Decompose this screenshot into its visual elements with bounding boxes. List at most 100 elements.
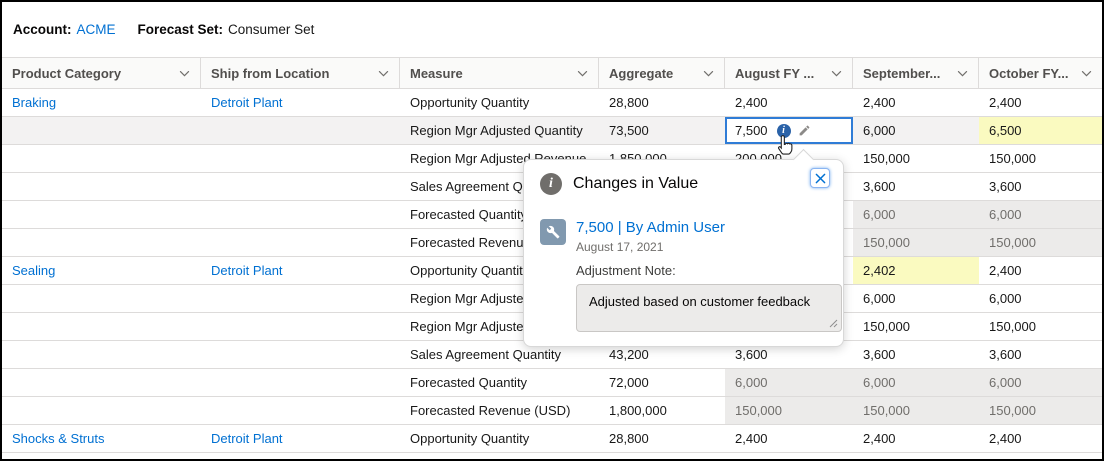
value-cell[interactable]: 3,600 xyxy=(725,341,853,368)
product-category-cell xyxy=(2,397,201,424)
account-link[interactable]: ACME xyxy=(76,22,116,37)
cell-value: 150,000 xyxy=(989,403,1036,418)
value-cell[interactable]: 6,000 xyxy=(853,201,979,228)
close-icon[interactable] xyxy=(810,168,830,188)
product-category-cell[interactable]: Sealing xyxy=(2,257,201,284)
product-category-cell[interactable]: Braking xyxy=(2,89,201,116)
value-cell[interactable]: 6,000 xyxy=(725,369,853,396)
ship-from-location-link[interactable]: Detroit Plant xyxy=(211,263,283,278)
value-cell[interactable]: 2,400 xyxy=(725,425,853,452)
measure-cell: Sales Agreement Quantity xyxy=(400,341,599,368)
column-header-aggregate[interactable]: Aggregate xyxy=(599,58,725,88)
value-cell[interactable]: 1,800,000 xyxy=(599,397,725,424)
cell-value: 3,600 xyxy=(989,179,1022,194)
ship-from-location-cell[interactable]: Detroit Plant xyxy=(201,425,400,452)
product-category-link[interactable]: Shocks & Struts xyxy=(12,431,105,446)
column-header-ship-from-location[interactable]: Ship from Location xyxy=(201,58,400,88)
cell-value: 3,600 xyxy=(989,347,1022,362)
ship-from-location-cell xyxy=(201,285,400,312)
column-header-august[interactable]: August FY ... xyxy=(725,58,853,88)
column-header-october[interactable]: October FY... xyxy=(979,58,1102,88)
value-cell[interactable]: 2,400 xyxy=(725,89,853,116)
product-category-cell[interactable]: Shocks & Struts xyxy=(2,425,201,452)
value-cell[interactable]: 2,400 xyxy=(853,425,979,452)
product-category-link[interactable]: Braking xyxy=(12,95,57,110)
account-label: Account: xyxy=(13,22,72,37)
value-cell[interactable]: 2,400 xyxy=(979,257,1102,284)
edit-pencil-icon[interactable] xyxy=(798,124,811,137)
value-cell[interactable]: 150,000 xyxy=(979,145,1102,172)
measure-cell: Region Mgr Adjusted Quantity xyxy=(400,117,599,144)
value-cell[interactable]: 3,600 xyxy=(853,173,979,200)
cell-value: 2,402 xyxy=(863,263,896,278)
value-cell[interactable]: 6,000 xyxy=(853,117,979,144)
value-cell[interactable]: 6,000 xyxy=(853,285,979,312)
column-header-label: August FY ... xyxy=(735,65,815,81)
value-cell[interactable]: 3,600 xyxy=(853,341,979,368)
value-cell[interactable]: 150,000 xyxy=(979,229,1102,256)
value-cell[interactable]: 6,000 xyxy=(979,369,1102,396)
measure-cell: Opportunity Quantity xyxy=(400,89,599,116)
measure-label: Sales Agreement Quantity xyxy=(410,347,562,362)
table-row: Shocks & Struts Detroit Plant Opportunity … xyxy=(2,425,1102,453)
value-cell[interactable]: 150,000 xyxy=(979,313,1102,340)
product-category-link[interactable]: Sealing xyxy=(12,263,56,278)
adjustment-entry-link[interactable]: 7,500 | By Admin User xyxy=(576,219,725,236)
value-cell[interactable]: 6,500 xyxy=(979,117,1102,144)
ship-from-location-cell xyxy=(201,201,400,228)
cell-value: 73,500 xyxy=(609,123,649,138)
focused-adjusted-cell[interactable]: 7,500 i xyxy=(725,117,853,144)
adjustment-date: August 17, 2021 xyxy=(576,240,664,254)
value-cell[interactable]: 2,400 xyxy=(979,425,1102,452)
context-bar: Account: ACME Forecast Set: Consumer Set xyxy=(2,2,1102,57)
ship-from-location-link[interactable]: Detroit Plant xyxy=(211,431,283,446)
ship-from-location-cell[interactable]: Detroit Plant xyxy=(201,257,400,284)
value-cell[interactable]: 43,200 xyxy=(599,341,725,368)
value-cell[interactable]: 6,000 xyxy=(979,285,1102,312)
measure-label: Forecasted Quantity xyxy=(410,207,528,222)
measure-label: Opportunity Quantity xyxy=(410,95,530,110)
value-cell[interactable]: 6,000 xyxy=(979,201,1102,228)
measure-cell: Forecasted Revenue (USD) xyxy=(400,397,599,424)
value-cell[interactable]: 150,000 xyxy=(725,397,853,424)
measure-cell: Forecasted Quantity xyxy=(400,369,599,396)
column-header-measure[interactable]: Measure xyxy=(400,58,599,88)
cell-value: 72,000 xyxy=(609,375,649,390)
cell-value: 150,000 xyxy=(863,151,910,166)
value-cell[interactable]: 150,000 xyxy=(853,229,979,256)
column-header-label: Aggregate xyxy=(609,65,674,81)
product-category-cell xyxy=(2,173,201,200)
table-body: Braking Detroit Plant Opportunity Quantity… xyxy=(2,89,1102,453)
value-cell[interactable]: 2,402 xyxy=(853,257,979,284)
column-header-product-category[interactable]: Product Category xyxy=(2,58,201,88)
value-cell[interactable]: 3,600 xyxy=(979,341,1102,368)
value-cell[interactable]: 2,400 xyxy=(979,89,1102,116)
cell-value: 6,000 xyxy=(863,123,896,138)
value-cell[interactable]: 150,000 xyxy=(853,145,979,172)
adjustment-note-textarea[interactable]: Adjusted based on customer feedback xyxy=(576,284,842,332)
value-cell[interactable]: 72,000 xyxy=(599,369,725,396)
cell-value: 2,400 xyxy=(863,431,896,446)
cell-info-icon[interactable]: i xyxy=(776,123,791,138)
column-header-september[interactable]: September... xyxy=(853,58,979,88)
value-cell[interactable]: 28,800 xyxy=(599,425,725,452)
popover-body: 7,500 | By Admin User August 17, 2021 Ad… xyxy=(524,219,843,332)
cell-value: 2,400 xyxy=(863,95,896,110)
resize-grip-icon[interactable] xyxy=(829,319,838,328)
cell-value: 6,000 xyxy=(863,291,896,306)
measure-label: Forecasted Revenue (USD) xyxy=(410,403,571,418)
value-cell[interactable]: 73,500 xyxy=(599,117,725,144)
product-category-cell xyxy=(2,145,201,172)
value-cell[interactable]: 150,000 xyxy=(979,397,1102,424)
value-cell[interactable]: 150,000 xyxy=(853,313,979,340)
ship-from-location-cell[interactable]: Detroit Plant xyxy=(201,89,400,116)
value-cell[interactable]: 3,600 xyxy=(979,173,1102,200)
product-category-cell xyxy=(2,229,201,256)
value-cell[interactable]: 2,400 xyxy=(853,89,979,116)
ship-from-location-link[interactable]: Detroit Plant xyxy=(211,95,283,110)
value-cell[interactable]: 150,000 xyxy=(853,397,979,424)
value-cell[interactable]: 28,800 xyxy=(599,89,725,116)
value-cell[interactable]: 6,000 xyxy=(853,369,979,396)
cell-value: 2,400 xyxy=(735,95,768,110)
cell-value: 2,400 xyxy=(989,263,1022,278)
